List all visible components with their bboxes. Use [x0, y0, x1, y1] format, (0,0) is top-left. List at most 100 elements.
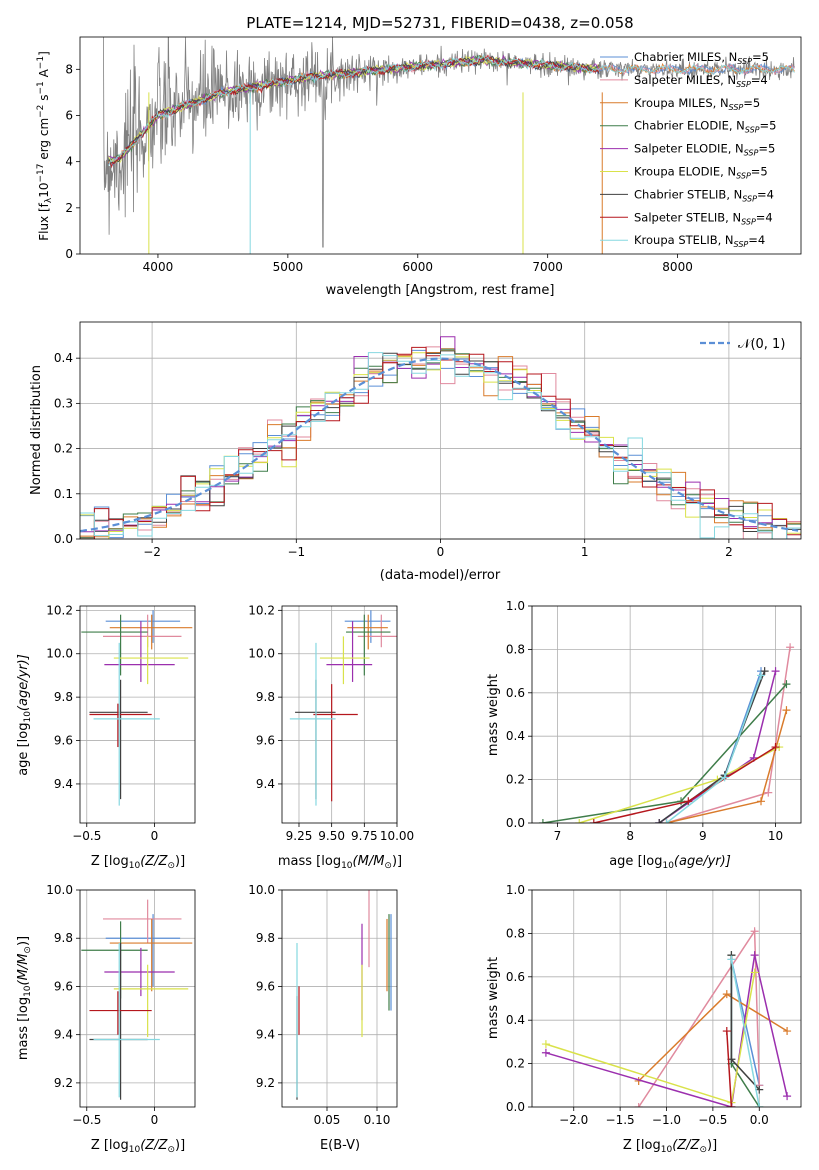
massweight-line-1: [638, 928, 761, 1107]
y-tick-label: 6: [65, 108, 73, 122]
massweight-marker: [757, 797, 766, 806]
x-tick-label: 9: [699, 829, 707, 843]
x-tick-label: 6000: [402, 260, 433, 274]
spectrum-title: PLATE=1214, MJD=52731, FIBERID=0438, z=0…: [246, 14, 633, 32]
age-vs-z-ylabel: age [log10(age/yr)]: [16, 654, 33, 776]
x-tick-label: 4000: [143, 260, 174, 274]
x-tick-label: 10.00: [380, 829, 414, 843]
massweight-marker: [750, 927, 759, 936]
model-spectrum-5: [108, 55, 600, 164]
y-tick-label: 9.8: [256, 931, 275, 945]
massweight-line-4: [658, 670, 777, 823]
massweight-marker: [750, 968, 759, 977]
residual-legend: 𝒩(0, 1): [700, 337, 785, 352]
x-tick-label: 9.75: [351, 829, 378, 843]
x-tick-label: 0: [437, 545, 445, 559]
x-tick-label: 2: [725, 545, 733, 559]
massweight-line-7: [726, 1030, 733, 1107]
gauss-legend-label: 𝒩(0, 1): [738, 337, 785, 352]
massweight-vs-z-ylabel: mass weight: [486, 957, 501, 1039]
massweight-marker: [538, 819, 547, 823]
observed-spectrum: [103, 37, 795, 248]
y-tick-label: 0.2: [506, 1057, 525, 1071]
plot-area: [81, 899, 193, 1100]
mass-vs-z-xlabel: Z [log10(Z/Z⊙)]: [91, 1138, 185, 1155]
legend-label-8: Kroupa STELIB, NSSP=4: [634, 233, 765, 249]
x-tick-label: 0.10: [364, 1113, 391, 1127]
y-tick-label: 0.1: [54, 487, 73, 501]
massweight-line-6: [658, 670, 766, 823]
massweight-marker: [783, 1092, 792, 1101]
y-tick-label: 9.4: [54, 1028, 73, 1042]
spectrum-legend: Chabrier MILES, NSSP=5 Salpeter MILES, NS…: [600, 50, 776, 249]
massweight-marker: [771, 743, 780, 752]
y-tick-label: 10.2: [248, 603, 275, 617]
x-tick-label: 0.0: [750, 1113, 769, 1127]
spectrum-xlabel: wavelength [Angstrom, rest frame]: [326, 283, 555, 298]
mass-vs-z-panel: −0.5 0 9.2 9.4 9.6 9.8 10.0: [46, 883, 196, 1127]
y-tick-label: 0.8: [506, 926, 525, 940]
massweight-marker: [782, 706, 791, 715]
axes-frame: [281, 889, 398, 1108]
massweight-vs-z-xlabel: Z [log10(Z/Z⊙)]: [623, 1138, 717, 1155]
massweight-marker: [655, 819, 664, 823]
massweight-marker: [720, 773, 729, 782]
x-tick-label: 7000: [532, 260, 563, 274]
x-tick-label: −1: [287, 545, 305, 559]
massweight-vs-z-panel: −2.0 −1.5 −1.0 −0.5 0.0 0.0 0.2 0.4 0.6 0.8 1.0: [506, 883, 802, 1127]
spectrum-panel: PLATE=1214, MJD=52731, FIBERID=0438, z=0…: [36, 14, 802, 298]
x-tick-label: 8: [626, 829, 634, 843]
x-tick-label: −2.0: [559, 1113, 588, 1127]
y-tick-label: 10.0: [46, 883, 73, 897]
x-tick-label: −1.5: [606, 1113, 635, 1127]
massweight-marker: [575, 819, 584, 823]
massweight-line-5: [579, 746, 780, 823]
y-tick-label: 0.0: [506, 1100, 525, 1114]
y-tick-label: 0.2: [54, 442, 73, 456]
plot-area: [103, 37, 795, 254]
massweight-marker: [589, 819, 598, 823]
legend-label-4: Salpeter ELODIE, NSSP=5: [634, 142, 775, 158]
massweight-vs-age-panel: 7 8 9 10 0.0 0.2 0.4 0.6 0.8 1.0: [506, 599, 802, 843]
legend-label-3: Chabrier ELODIE, NSSP=5: [634, 119, 776, 135]
age-vs-z-panel: −0.5 0 9.4 9.6 9.8 10.0 10.2: [46, 603, 196, 843]
x-tick-label: 1: [581, 545, 589, 559]
mass-vs-z-ylabel: mass [log10(M/M⊙)]: [16, 936, 33, 1060]
mass-vs-ebv-xlabel: E(B-V): [320, 1138, 360, 1153]
legend-label-6: Chabrier STELIB, NSSP=4: [634, 187, 774, 203]
massweight-marker: [727, 955, 736, 964]
x-tick-label: 0: [151, 1113, 159, 1127]
massweight-marker: [541, 1040, 550, 1049]
y-tick-label: 2: [65, 201, 73, 215]
plot-area: [541, 927, 792, 1107]
legend-label-2: Kroupa MILES, NSSP=5: [634, 96, 760, 112]
massweight-marker: [755, 1103, 764, 1107]
residual-panel: −2 −1 0 1 2 0.0 0.1 0.2 0.3 0.4 (data-model)/erro…: [29, 321, 802, 583]
x-tick-label: 0: [151, 829, 159, 843]
y-tick-label: 9.6: [54, 979, 73, 993]
massweight-marker: [783, 1027, 792, 1036]
gaussian-curve: [80, 357, 799, 533]
age-vs-mass-xlabel: mass [log10(M/M⊙)]: [278, 854, 402, 871]
y-tick-label: 4: [65, 155, 73, 169]
massweight-vs-age-ylabel: mass weight: [486, 674, 501, 756]
age-vs-z-xlabel: Z [log10(Z/Z⊙)]: [91, 854, 185, 871]
x-tick-label: −0.5: [72, 1113, 101, 1127]
mass-vs-ebv-panel: 0.05 0.10 9.2 9.4 9.6 9.8 10.0: [248, 883, 398, 1127]
plot-area: [289, 610, 397, 806]
x-tick-label: 7: [554, 829, 562, 843]
y-tick-label: 9.8: [54, 690, 73, 704]
x-tick-label: 0.05: [314, 1113, 341, 1127]
y-tick-label: 9.2: [256, 1076, 275, 1090]
model-spectrum-2: [108, 54, 795, 165]
massweight-marker: [782, 680, 791, 689]
massweight-vs-age-xlabel: age [log10(age/yr)]: [609, 854, 731, 871]
massweight-marker: [771, 667, 780, 676]
massweight-line-7: [593, 746, 776, 823]
axes-frame: [79, 889, 196, 1108]
y-tick-label: 0.6: [506, 970, 525, 984]
y-tick-label: 9.4: [54, 777, 73, 791]
x-tick-label: 5000: [273, 260, 304, 274]
axes-frame: [79, 605, 196, 824]
